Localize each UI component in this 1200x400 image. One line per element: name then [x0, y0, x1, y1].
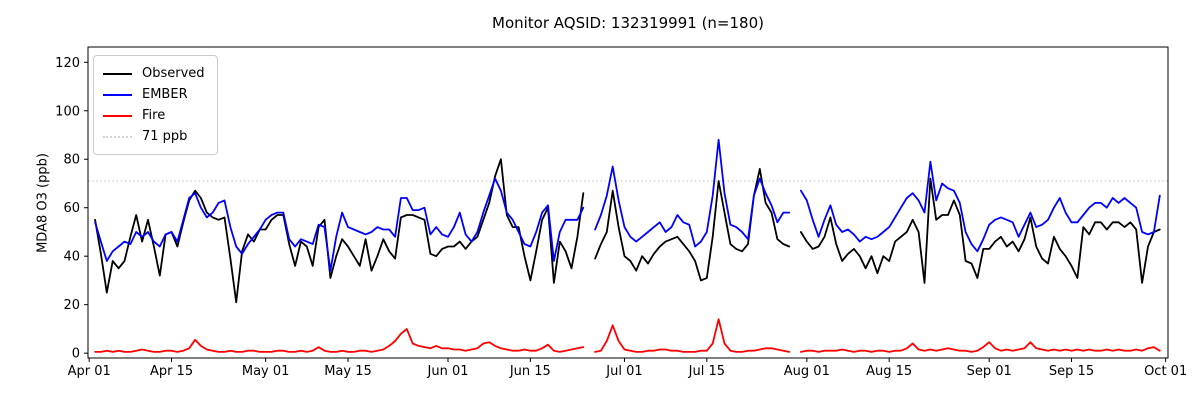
- legend-label-threshold: 71 ppb: [142, 129, 188, 144]
- legend: Observed EMBER Fire 71 ppb: [93, 55, 218, 155]
- legend-label-ember: EMBER: [142, 87, 188, 102]
- legend-item-fire: Fire: [103, 105, 205, 126]
- y-tick-label: 100: [55, 104, 80, 119]
- series-line-ember: [94, 138, 1161, 272]
- y-tick-label: 40: [63, 250, 80, 265]
- plot-border: [87, 46, 1169, 359]
- legend-label-observed: Observed: [142, 66, 205, 81]
- series-line-fire: [94, 318, 1161, 353]
- y-tick-label: 60: [63, 201, 80, 216]
- legend-label-fire: Fire: [142, 108, 166, 123]
- legend-item-observed: Observed: [103, 63, 205, 84]
- legend-item-threshold: 71 ppb: [103, 126, 205, 147]
- x-tick-label: Apr 15: [150, 364, 193, 379]
- y-tick-label: 120: [55, 56, 80, 71]
- legend-line-observed-icon: [103, 72, 132, 75]
- x-tick-label: Sep 01: [967, 364, 1012, 379]
- y-tick-label: 0: [72, 347, 80, 362]
- legend-line-threshold-icon: [103, 135, 132, 138]
- x-tick-label: Jun 15: [509, 364, 551, 379]
- x-tick-label: Jul 15: [688, 364, 725, 379]
- series-line-observed: [94, 158, 1161, 304]
- x-tick-label: Aug 01: [784, 364, 830, 379]
- legend-line-ember-icon: [103, 93, 132, 96]
- y-tick-label: 20: [63, 298, 80, 313]
- x-tick-label: Sep 15: [1049, 364, 1094, 379]
- x-tick-label: Aug 15: [866, 364, 912, 379]
- x-tick-label: Jun 01: [427, 364, 469, 379]
- legend-line-fire-icon: [103, 114, 132, 117]
- x-tick-label: May 15: [324, 364, 372, 379]
- legend-item-ember: EMBER: [103, 84, 205, 105]
- x-tick-label: Oct 01: [1144, 364, 1187, 379]
- y-tick-label: 80: [63, 153, 80, 168]
- chart-title: Monitor AQSID: 132319991 (n=180): [492, 14, 764, 32]
- x-tick-label: May 01: [242, 364, 290, 379]
- x-tick-label: Apr 01: [68, 364, 111, 379]
- x-tick-label: Jul 01: [605, 364, 642, 379]
